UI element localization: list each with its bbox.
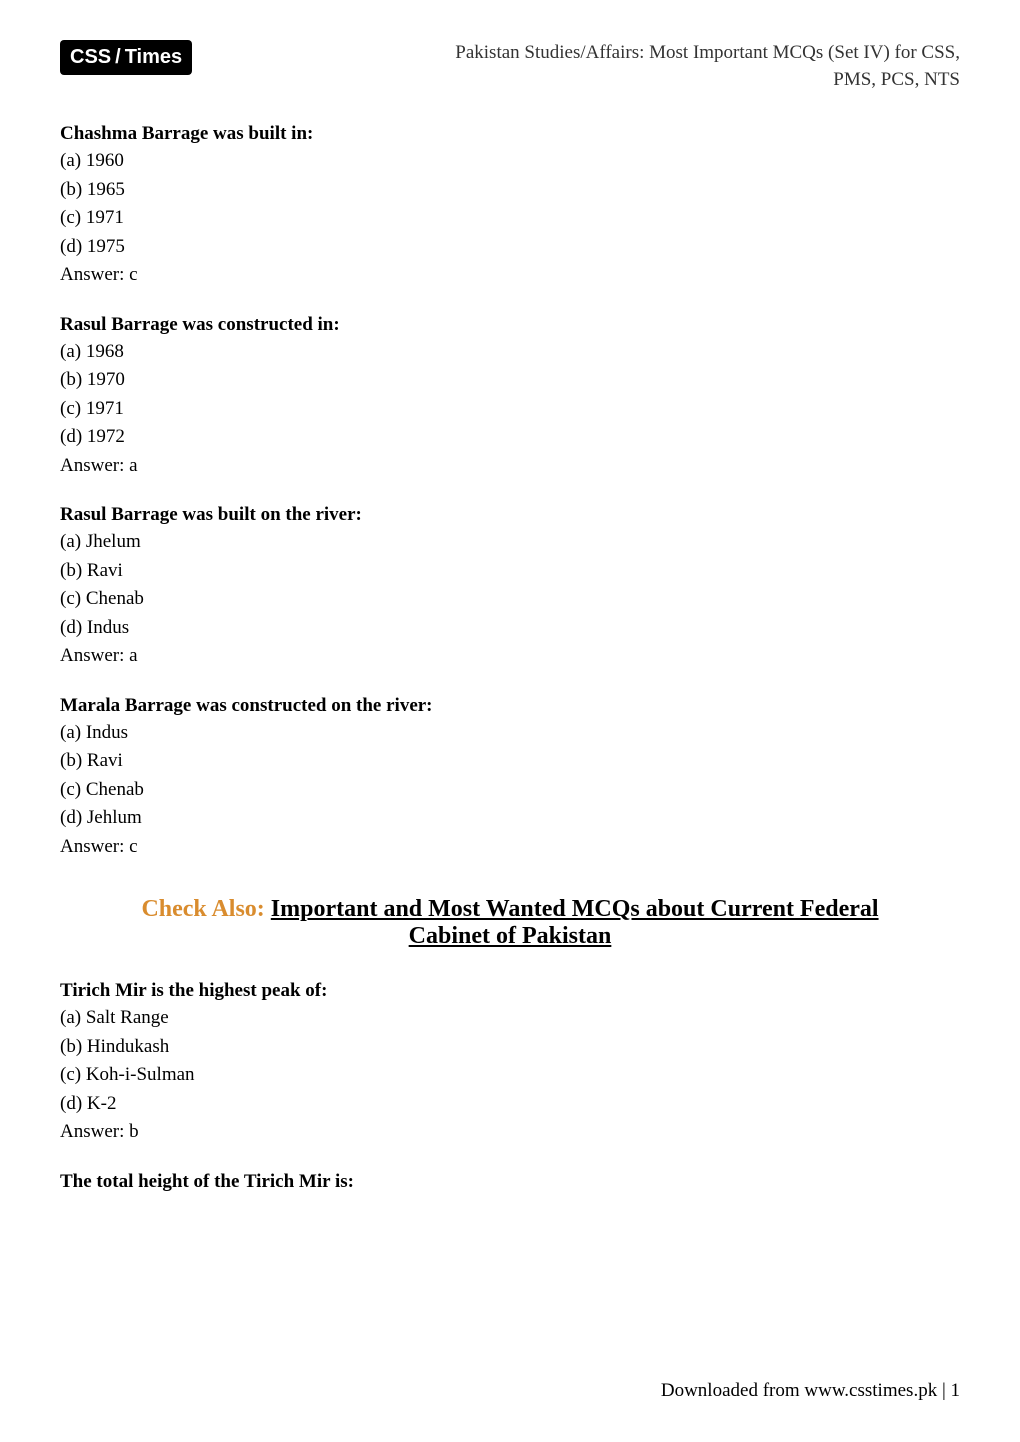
- option: (b) Ravi: [60, 557, 960, 586]
- logo-times-text: Times: [125, 46, 182, 68]
- check-also-link-line-1: Important and Most Wanted MCQs about Cur…: [271, 896, 879, 922]
- title-line-1: Pakistan Studies/Affairs: Most Important…: [455, 42, 960, 63]
- question-text: Rasul Barrage was constructed in:: [60, 314, 960, 336]
- site-logo: CSS/Times: [60, 40, 192, 75]
- answer: Answer: a: [60, 642, 960, 671]
- check-also-section: Check Also: Important and Most Wanted MC…: [60, 896, 960, 950]
- answer: Answer: a: [60, 452, 960, 481]
- answer: Answer: c: [60, 261, 960, 290]
- answer: Answer: b: [60, 1118, 960, 1147]
- option: (d) K-2: [60, 1090, 960, 1119]
- footer-text: Downloaded from www.csstimes.pk | 1: [661, 1380, 960, 1401]
- title-line-2: PMS, PCS, NTS: [833, 69, 960, 90]
- option: (b) Ravi: [60, 747, 960, 776]
- check-also-label: Check Also:: [141, 896, 270, 922]
- option: (d) Indus: [60, 614, 960, 643]
- option: (c) Koh-i-Sulman: [60, 1061, 960, 1090]
- question-text: Marala Barrage was constructed on the ri…: [60, 695, 960, 717]
- logo-divider: /: [115, 46, 121, 68]
- question-text: Rasul Barrage was built on the river:: [60, 504, 960, 526]
- option: (b) Hindukash: [60, 1033, 960, 1062]
- question-block: Chashma Barrage was built in: (a) 1960 (…: [60, 123, 960, 290]
- option: (b) 1965: [60, 176, 960, 205]
- question-block: Rasul Barrage was constructed in: (a) 19…: [60, 314, 960, 481]
- option: (c) 1971: [60, 204, 960, 233]
- page-footer: Downloaded from www.csstimes.pk | 1: [661, 1380, 960, 1402]
- question-text: Chashma Barrage was built in:: [60, 123, 960, 145]
- option: (c) 1971: [60, 395, 960, 424]
- check-also-link[interactable]: Important and Most Wanted MCQs about Cur…: [271, 896, 879, 949]
- option: (c) Chenab: [60, 585, 960, 614]
- option: (b) 1970: [60, 366, 960, 395]
- option: (d) Jehlum: [60, 804, 960, 833]
- question-block: Tirich Mir is the highest peak of: (a) S…: [60, 980, 960, 1147]
- question-text: The total height of the Tirich Mir is:: [60, 1171, 960, 1193]
- page-title: Pakistan Studies/Affairs: Most Important…: [192, 40, 960, 93]
- question-block: Rasul Barrage was built on the river: (a…: [60, 504, 960, 671]
- question-block: The total height of the Tirich Mir is:: [60, 1171, 960, 1193]
- option: (a) 1960: [60, 147, 960, 176]
- option: (a) 1968: [60, 338, 960, 367]
- option: (c) Chenab: [60, 776, 960, 805]
- logo-css-text: CSS: [70, 46, 111, 68]
- option: (a) Indus: [60, 719, 960, 748]
- check-also-link-line-2: Cabinet of Pakistan: [409, 923, 612, 949]
- question-text: Tirich Mir is the highest peak of:: [60, 980, 960, 1002]
- question-block: Marala Barrage was constructed on the ri…: [60, 695, 960, 862]
- option: (d) 1972: [60, 423, 960, 452]
- page-header: CSS/Times Pakistan Studies/Affairs: Most…: [60, 40, 960, 93]
- option: (d) 1975: [60, 233, 960, 262]
- answer: Answer: c: [60, 833, 960, 862]
- option: (a) Jhelum: [60, 528, 960, 557]
- option: (a) Salt Range: [60, 1004, 960, 1033]
